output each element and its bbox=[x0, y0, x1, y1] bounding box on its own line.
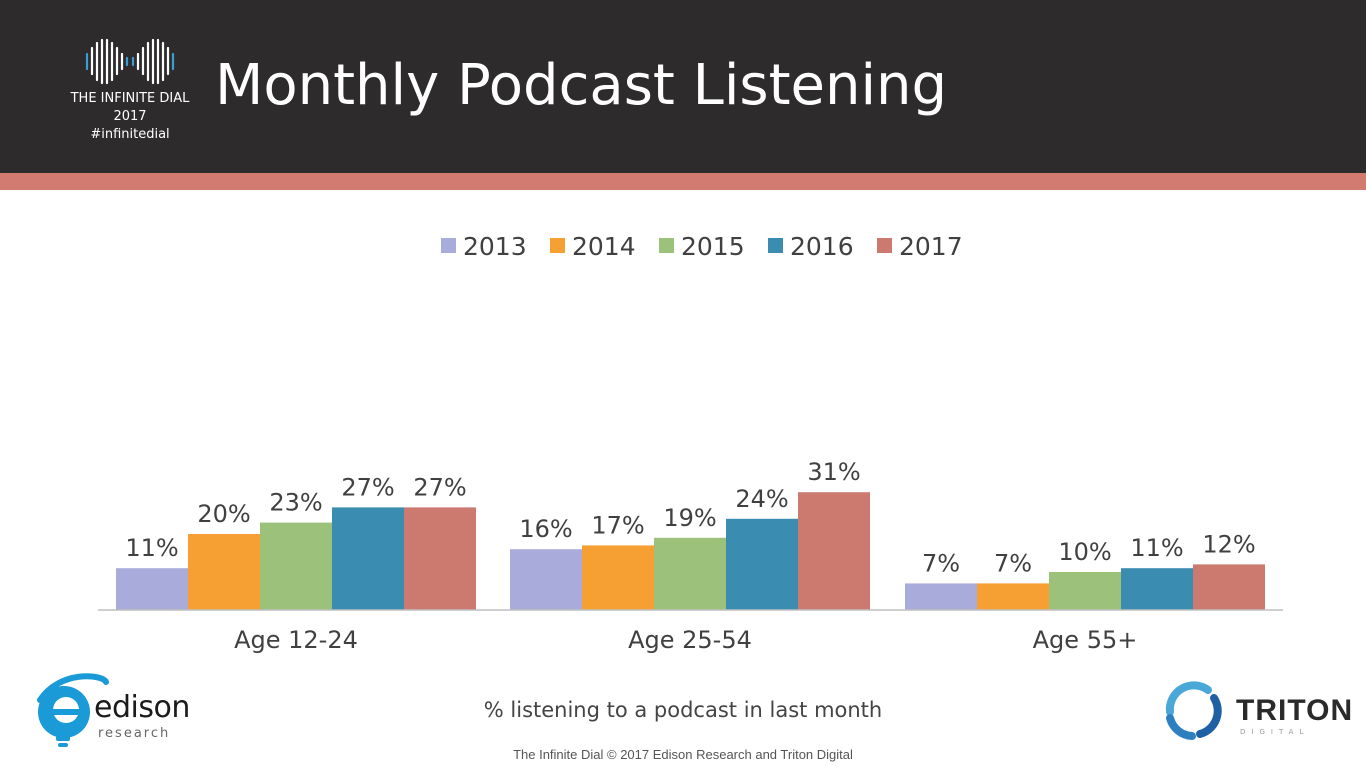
bar-2017-1 bbox=[404, 507, 476, 610]
bar-2015-2 bbox=[654, 537, 726, 610]
legend-label-2016: 2016 bbox=[790, 232, 854, 261]
triton-ring-icon bbox=[1165, 681, 1222, 740]
legend-swatch-2013 bbox=[441, 238, 456, 253]
bar-2015-3 bbox=[1049, 572, 1121, 610]
chart-subtitle: % listening to a podcast in last month bbox=[483, 698, 883, 722]
edison-wordmark: edison bbox=[94, 690, 190, 725]
bar-2016-3 bbox=[1121, 568, 1193, 610]
logo-line-2: 2017 bbox=[113, 109, 147, 124]
bar-2013-1 bbox=[116, 568, 188, 610]
legend-swatch-2015 bbox=[659, 238, 674, 253]
data-label-2013-2: 16% bbox=[519, 515, 572, 543]
data-label-2015-1: 23% bbox=[269, 489, 322, 517]
bar-2014-1 bbox=[188, 534, 260, 610]
infinite-dial-logo: THE INFINITE DIAL 2017 #infinitedial bbox=[60, 34, 200, 144]
legend-label-2017: 2017 bbox=[899, 232, 963, 261]
legend-swatch-2016 bbox=[768, 238, 783, 253]
bar-2017-2 bbox=[798, 492, 870, 610]
data-label-2014-3: 7% bbox=[994, 549, 1032, 577]
infinity-icon bbox=[85, 38, 175, 85]
bar-2016-1 bbox=[332, 507, 404, 610]
legend-label-2015: 2015 bbox=[681, 232, 745, 261]
data-label-2016-2: 24% bbox=[735, 485, 788, 513]
category-label-2: Age 25-54 bbox=[628, 626, 752, 654]
category-label-3: Age 55+ bbox=[1033, 626, 1138, 654]
triton-wordmark: TRITON bbox=[1236, 694, 1354, 727]
data-label-2017-1: 27% bbox=[413, 473, 466, 501]
edison-subtext: research bbox=[98, 726, 171, 741]
bar-2015-1 bbox=[260, 522, 332, 610]
legend-label-2014: 2014 bbox=[572, 232, 636, 261]
data-label-2013-3: 7% bbox=[922, 549, 960, 577]
triton-subtext: DIGITAL bbox=[1240, 728, 1310, 736]
header-bar bbox=[0, 0, 1366, 173]
data-label-2014-1: 20% bbox=[197, 500, 250, 528]
category-label-1: Age 12-24 bbox=[234, 626, 358, 654]
bar-2013-2 bbox=[510, 549, 582, 610]
data-label-2013-1: 11% bbox=[125, 534, 178, 562]
logo-line-1: THE INFINITE DIAL bbox=[70, 91, 190, 106]
data-label-2016-1: 27% bbox=[341, 473, 394, 501]
data-label-2017-2: 31% bbox=[807, 458, 860, 486]
data-label-2015-2: 19% bbox=[663, 504, 716, 532]
bar-2014-2 bbox=[582, 545, 654, 610]
bar-2016-2 bbox=[726, 518, 798, 610]
bar-chart: 2013 2014 2015 2016 2017 11% 20% 23% 27% 27% Age 1… bbox=[98, 232, 1283, 654]
data-label-2017-3: 12% bbox=[1202, 530, 1255, 558]
data-label-2016-3: 11% bbox=[1130, 534, 1183, 562]
edison-bulb-icon bbox=[37, 673, 109, 747]
triton-digital-logo: TRITON DIGITAL bbox=[1158, 676, 1352, 750]
page-title: Monthly Podcast Listening bbox=[215, 53, 948, 118]
bar-2014-3 bbox=[977, 583, 1049, 610]
legend-swatch-2017 bbox=[877, 238, 892, 253]
legend-label-2013: 2013 bbox=[463, 232, 527, 261]
legend-swatch-2014 bbox=[550, 238, 565, 253]
logo-line-3: #infinitedial bbox=[90, 127, 170, 142]
copyright-text: The Infinite Dial © 2017 Edison Research… bbox=[513, 747, 853, 762]
edison-research-logo: edison research bbox=[30, 672, 210, 752]
data-label-2015-3: 10% bbox=[1058, 538, 1111, 566]
header-stripe bbox=[0, 173, 1366, 190]
data-label-2014-2: 17% bbox=[591, 511, 644, 539]
bar-2013-3 bbox=[905, 583, 977, 610]
bar-2017-3 bbox=[1193, 564, 1265, 610]
